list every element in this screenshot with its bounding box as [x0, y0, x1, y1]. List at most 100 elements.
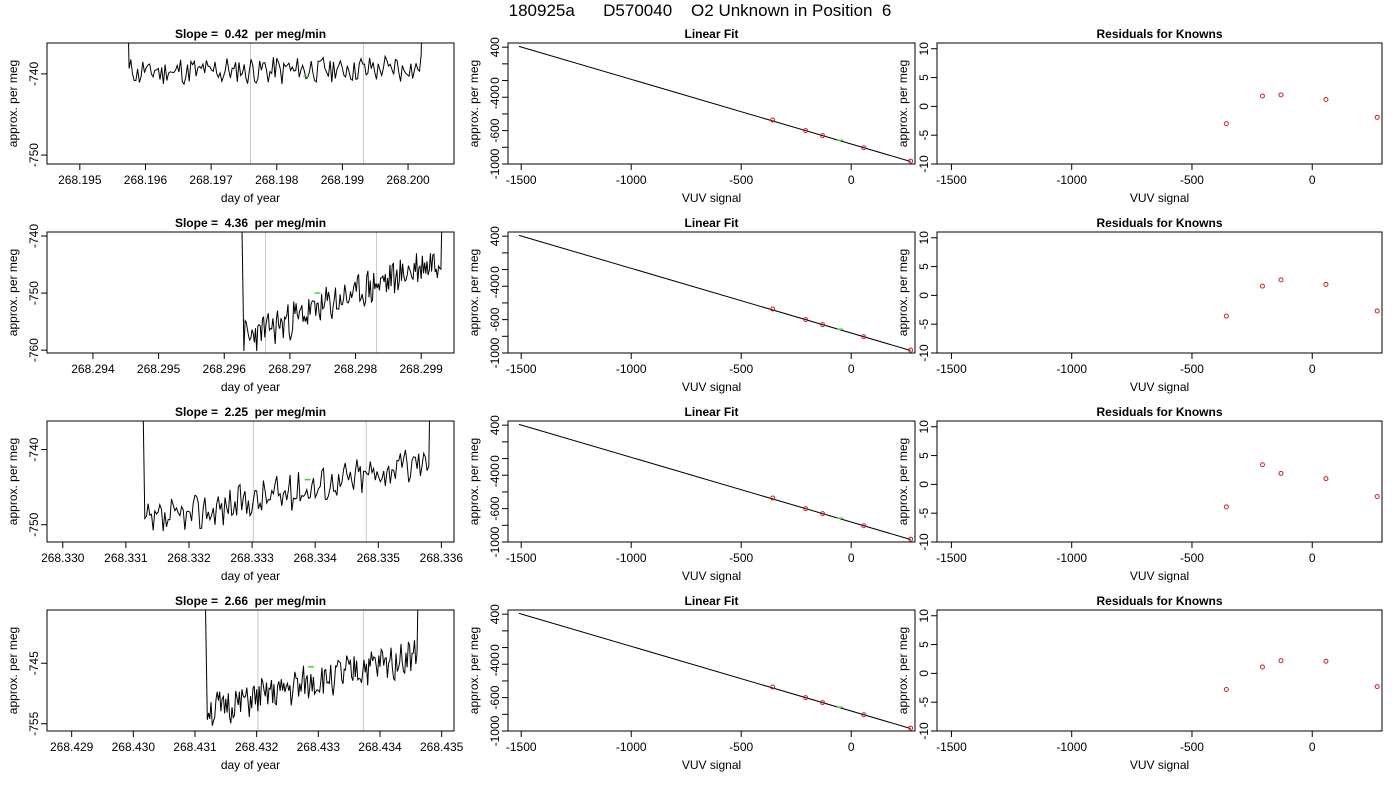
y-tick-label: 5 [917, 641, 931, 648]
panel-row4-fit: Linear Fit-1500 -1000 -500 0-1000-600-40004… [467, 594, 916, 772]
x-tick-label: 268.330 [41, 551, 85, 565]
x-tick-label: 268.331 [104, 551, 148, 565]
x-tick-label: -1500 [936, 362, 967, 376]
plot-area [142, 421, 430, 542]
y-axis-label: approx. per meg [896, 249, 910, 336]
panel-row1-residuals: Residuals for Knowns -1500 -1000 -500 0 -10 -5… [896, 27, 1383, 205]
known-point [803, 506, 809, 512]
y-tick-label: -1000 [488, 337, 502, 368]
series-line [205, 610, 419, 726]
residual-point [1278, 658, 1284, 664]
x-tick-label: 0 [848, 551, 855, 565]
y-tick-label: -745 [27, 651, 41, 675]
series-line [128, 43, 422, 86]
y-tick-label: 10 [917, 42, 931, 56]
x-axis-label: VUV signal [682, 758, 741, 772]
x-tick-label: -500 [1180, 551, 1204, 565]
y-tick-label: 5 [917, 263, 931, 270]
y-axis-label: approx. per meg [6, 60, 20, 147]
known-point [861, 145, 867, 151]
plot-frame [936, 42, 1383, 165]
plot-frame [507, 609, 916, 732]
plot-frame [507, 42, 916, 165]
plot-area [518, 612, 914, 731]
x-tick-label: -500 [729, 173, 753, 187]
panel-row3-residuals: Residuals for Knowns -1500 -1000 -500 0 -10 -5… [896, 405, 1383, 583]
residual-point [1278, 470, 1284, 476]
x-axis-label: VUV signal [1130, 191, 1189, 205]
x-tick-label: 0 [1309, 362, 1316, 376]
y-axis-label: approx. per meg [6, 249, 20, 336]
y-axis-label: approx. per meg [467, 438, 481, 525]
x-tick-label: 268.299 [399, 362, 443, 376]
y-axis-label: approx. per meg [6, 438, 20, 525]
plot-area [1223, 658, 1380, 693]
y-tick-label: 400 [488, 415, 502, 435]
plot-frame [936, 231, 1383, 354]
panel-title: Slope = 2.25 per meg/min [175, 405, 326, 419]
y-tick-label: 0 [917, 103, 931, 110]
panel-row4-residuals: Residuals for Knowns -1500 -1000 -500 0 -10 -5… [896, 594, 1383, 772]
y-tick-label: 10 [917, 420, 931, 434]
x-tick-label: 268.336 [420, 551, 464, 565]
panel-row1-timeseries: Slope = 0.42 per meg/min 268.195 268.196 26… [6, 27, 455, 205]
plot-area [1223, 277, 1380, 319]
y-tick-label: -1000 [488, 148, 502, 179]
x-tick-label: 268.432 [235, 740, 279, 754]
panel-title: Slope = 4.36 per meg/min [175, 216, 326, 230]
plot-area [518, 234, 914, 353]
x-axis-label: day of year [221, 191, 280, 205]
plot-frame [936, 420, 1383, 543]
residual-point [1374, 114, 1380, 120]
x-tick-label: -1500 [506, 173, 537, 187]
y-tick-label: -750 [27, 281, 41, 305]
y-tick-label: -400 [488, 463, 502, 487]
x-tick-label: -1000 [616, 173, 647, 187]
residual-point [1223, 121, 1229, 127]
y-tick-label: 0 [488, 266, 502, 273]
x-tick-label: 268.334 [293, 551, 337, 565]
y-tick-label: 0 [917, 481, 931, 488]
y-tick-label: -5 [917, 130, 931, 141]
x-tick-label: -1000 [616, 740, 647, 754]
residual-point [1323, 96, 1329, 102]
y-tick-label: -5 [917, 508, 931, 519]
x-tick-label: -500 [729, 551, 753, 565]
x-tick-label: 0 [848, 362, 855, 376]
panel-title: Linear Fit [684, 594, 738, 608]
x-tick-label: -500 [1180, 362, 1204, 376]
plot-frame [46, 231, 455, 354]
x-tick-label: -500 [729, 362, 753, 376]
panel-title: Residuals for Knowns [1096, 27, 1222, 41]
x-axis-label: day of year [221, 569, 280, 583]
plot-frame [507, 231, 916, 354]
y-tick-label: -10 [917, 722, 931, 740]
x-tick-label: 268.196 [124, 173, 168, 187]
x-tick-label: 268.297 [268, 362, 312, 376]
x-tick-label: 0 [848, 173, 855, 187]
residual-point [1259, 93, 1265, 99]
plot-frame [936, 609, 1383, 732]
x-tick-label: 268.197 [189, 173, 233, 187]
x-tick-label: 268.295 [137, 362, 181, 376]
x-tick-label: 268.429 [50, 740, 94, 754]
x-tick-label: 268.430 [112, 740, 156, 754]
x-tick-label: -1500 [936, 551, 967, 565]
panel-title: Residuals for Knowns [1096, 405, 1222, 419]
panel-title: Slope = 0.42 per meg/min [175, 27, 326, 41]
plot-frame [46, 42, 455, 165]
x-tick-label: 268.296 [203, 362, 247, 376]
x-tick-label: 268.431 [173, 740, 217, 754]
known-point [770, 684, 776, 690]
plot-area [518, 45, 914, 164]
residual-point [1374, 308, 1380, 314]
x-tick-label: 268.294 [71, 362, 115, 376]
panel-row1-fit: Linear Fit-1500 -1000 -500 0-1000-600-40004… [467, 27, 916, 205]
y-tick-label: 5 [917, 74, 931, 81]
x-tick-label: -1000 [1056, 173, 1087, 187]
panel-title: Slope = 2.66 per meg/min [175, 594, 326, 608]
fit-line [518, 45, 911, 162]
panel-row2-fit: Linear Fit-1500 -1000 -500 0-1000-600-40004… [467, 216, 916, 394]
y-tick-label: -10 [917, 155, 931, 173]
